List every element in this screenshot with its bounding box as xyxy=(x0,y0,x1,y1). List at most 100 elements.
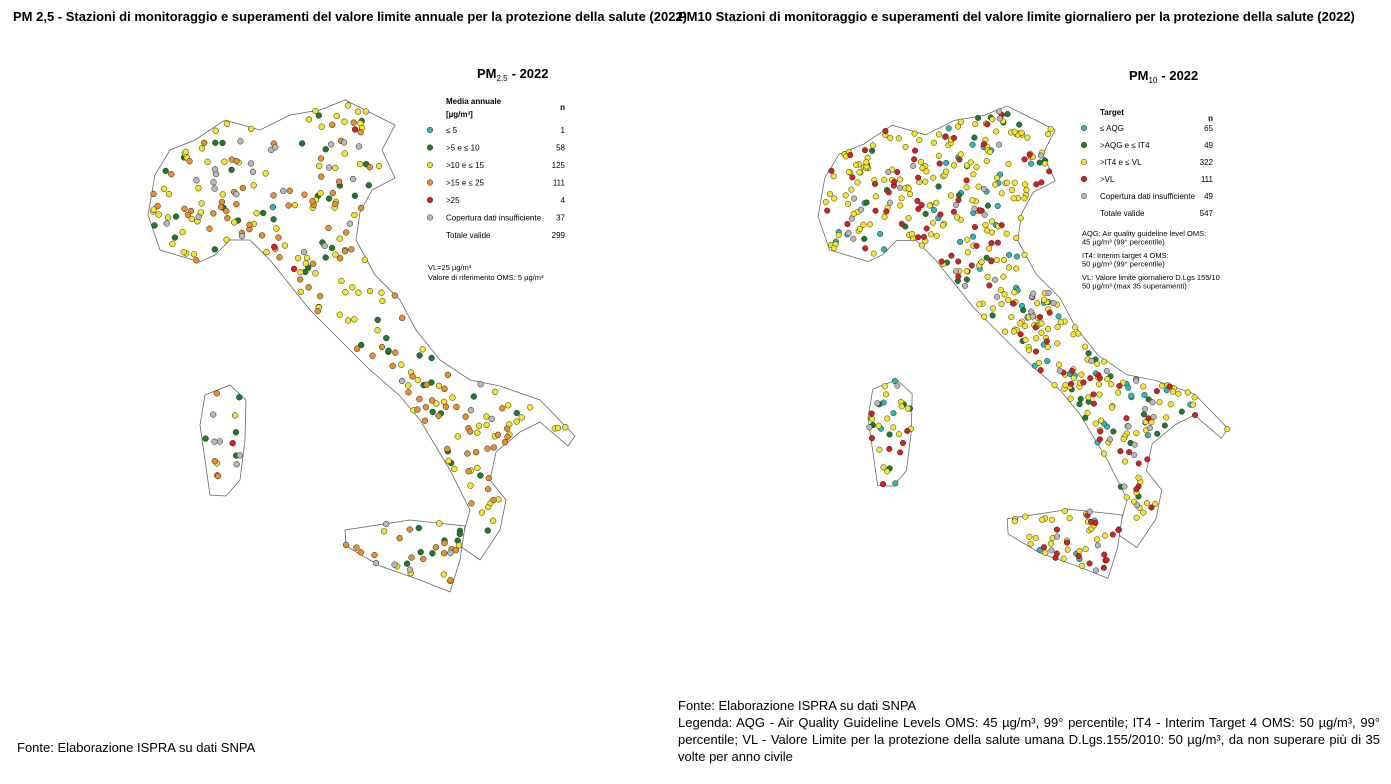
station-dot xyxy=(953,201,960,208)
station-dot xyxy=(964,236,971,243)
station-dot xyxy=(1026,151,1033,158)
station-dot xyxy=(1069,367,1076,374)
station-dot xyxy=(938,258,945,265)
title-base: PM xyxy=(1129,68,1149,83)
station-dot xyxy=(441,539,448,547)
legend-swatch xyxy=(1080,192,1088,200)
station-dot xyxy=(1144,500,1151,507)
station-dot xyxy=(1100,450,1107,457)
station-dot xyxy=(452,547,459,554)
station-dot xyxy=(1088,518,1095,525)
station-dot xyxy=(1047,126,1054,133)
station-dot xyxy=(872,207,879,214)
station-dot xyxy=(1011,128,1018,135)
station-dot xyxy=(1098,417,1105,424)
station-dot xyxy=(236,394,243,401)
station-dot xyxy=(300,248,308,256)
station-dot xyxy=(942,133,949,140)
station-dot xyxy=(1133,377,1140,384)
station-dot xyxy=(211,246,218,253)
station-dot xyxy=(930,139,937,146)
station-dot xyxy=(950,134,958,141)
station-dot xyxy=(309,198,316,205)
station-dot xyxy=(868,435,875,442)
map-title: PM10- 2022 xyxy=(1129,68,1198,85)
legend-label: ≤ AQG xyxy=(1100,124,1124,133)
station-dot xyxy=(281,242,289,249)
station-dot xyxy=(357,549,365,556)
station-dot xyxy=(389,362,396,370)
station-dot xyxy=(332,164,339,172)
station-dot xyxy=(1085,394,1092,401)
station-dot xyxy=(1005,264,1012,271)
legend-swatch xyxy=(426,196,434,204)
station-dot xyxy=(918,202,925,209)
station-dot xyxy=(269,203,277,211)
station-dot xyxy=(877,230,884,237)
station-dot xyxy=(165,190,173,198)
station-dot xyxy=(353,345,361,352)
station-dot xyxy=(474,429,481,436)
station-dot xyxy=(198,145,206,152)
station-dot xyxy=(1224,426,1231,433)
station-dot xyxy=(349,284,356,291)
station-dot xyxy=(1088,357,1095,364)
station-dot xyxy=(973,164,980,171)
legend-label: >AQG e ≤ IT4 xyxy=(1100,141,1150,150)
station-dot xyxy=(409,373,416,380)
station-dot xyxy=(217,203,225,211)
station-dot xyxy=(1005,296,1012,303)
station-dot xyxy=(970,171,977,178)
station-dot xyxy=(1032,324,1039,331)
station-dot xyxy=(1076,547,1083,554)
station-dot xyxy=(415,524,422,532)
station-dot xyxy=(272,144,279,151)
station-dot xyxy=(346,220,354,227)
station-dot xyxy=(1141,392,1148,399)
station-dot xyxy=(926,202,933,209)
station-dot xyxy=(329,189,336,197)
legend-count: 65 xyxy=(1204,124,1213,133)
station-dot xyxy=(933,199,940,206)
station-dot xyxy=(948,252,955,259)
station-dot xyxy=(455,542,463,549)
station-dot xyxy=(875,422,882,429)
legend-count: 49 xyxy=(1204,192,1213,201)
station-dot xyxy=(852,161,860,168)
station-dot xyxy=(989,116,996,123)
station-dot xyxy=(872,193,879,200)
station-dot xyxy=(1055,313,1062,320)
station-dot xyxy=(315,112,322,119)
station-dot xyxy=(1033,181,1040,188)
station-dot xyxy=(971,205,978,212)
station-dot xyxy=(1022,336,1029,343)
station-dot xyxy=(963,177,970,184)
station-dot xyxy=(1004,111,1011,118)
station-dot xyxy=(895,135,902,142)
station-dot xyxy=(490,496,497,504)
station-dot xyxy=(826,191,833,198)
station-dot xyxy=(1042,549,1049,556)
station-dot xyxy=(327,141,335,148)
station-dot xyxy=(1120,436,1127,443)
legend-swatch xyxy=(1080,141,1088,149)
station-dot xyxy=(467,482,474,489)
station-dot xyxy=(489,517,497,524)
station-dot xyxy=(851,195,858,202)
station-dot xyxy=(371,551,378,559)
station-dot xyxy=(897,176,904,183)
station-dot xyxy=(1016,121,1023,128)
station-dot xyxy=(221,158,228,165)
note: IT4: Interim target 4 OMS: xyxy=(1082,251,1169,260)
station-dot xyxy=(224,214,231,222)
station-dot xyxy=(1044,358,1051,365)
station-dot xyxy=(444,371,452,378)
station-dot xyxy=(408,554,415,561)
station-dot xyxy=(374,316,381,324)
station-dot xyxy=(286,187,293,194)
station-dot xyxy=(857,225,864,232)
station-dot xyxy=(355,143,363,150)
station-dot xyxy=(322,254,329,261)
station-dot xyxy=(236,452,243,459)
